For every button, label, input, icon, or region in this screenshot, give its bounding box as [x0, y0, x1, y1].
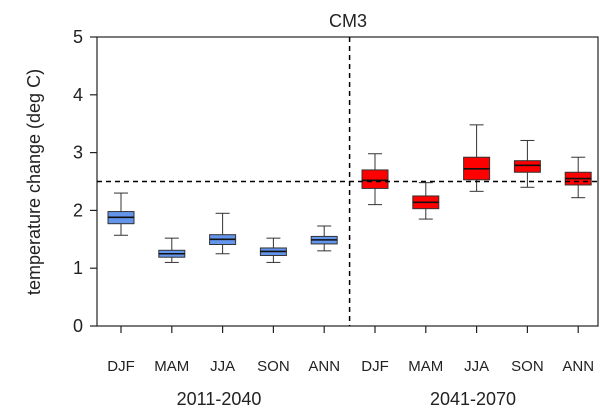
x-tick-label-2011-2040-SON: SON: [257, 358, 290, 375]
y-tick-label-2: 2: [73, 200, 83, 220]
x-tick-label-2011-2040-ANN: ANN: [308, 358, 340, 375]
y-axis-label: temperature change (deg C): [24, 69, 44, 295]
x-tick-label-2041-2070-DJF: DJF: [361, 358, 389, 375]
x-tick-label-2041-2070-SON: SON: [511, 358, 544, 375]
x-tick-label-2041-2070-ANN: ANN: [562, 358, 594, 375]
x-tick-label-2011-2040-JJA: JJA: [210, 358, 235, 375]
y-tick-label-5: 5: [73, 27, 83, 47]
x-tick-label-2041-2070-MAM: MAM: [408, 358, 443, 375]
x-tick-label-2041-2070-JJA: JJA: [464, 358, 489, 375]
x-tick-label-2011-2040-DJF: DJF: [107, 358, 135, 375]
period-label-2041-2070: 2041-2070: [430, 389, 516, 409]
y-tick-label-3: 3: [73, 143, 83, 163]
x-tick-label-2011-2040-MAM: MAM: [154, 358, 189, 375]
chart-title: CM3: [329, 11, 367, 31]
y-tick-label-1: 1: [73, 258, 83, 278]
box-2041-2070-SON: [513, 160, 541, 173]
box-2041-2070-DJF: [361, 169, 389, 189]
y-tick-label-0: 0: [73, 316, 83, 336]
period-label-2011-2040: 2011-2040: [177, 389, 262, 409]
y-tick-label-4: 4: [73, 85, 83, 105]
